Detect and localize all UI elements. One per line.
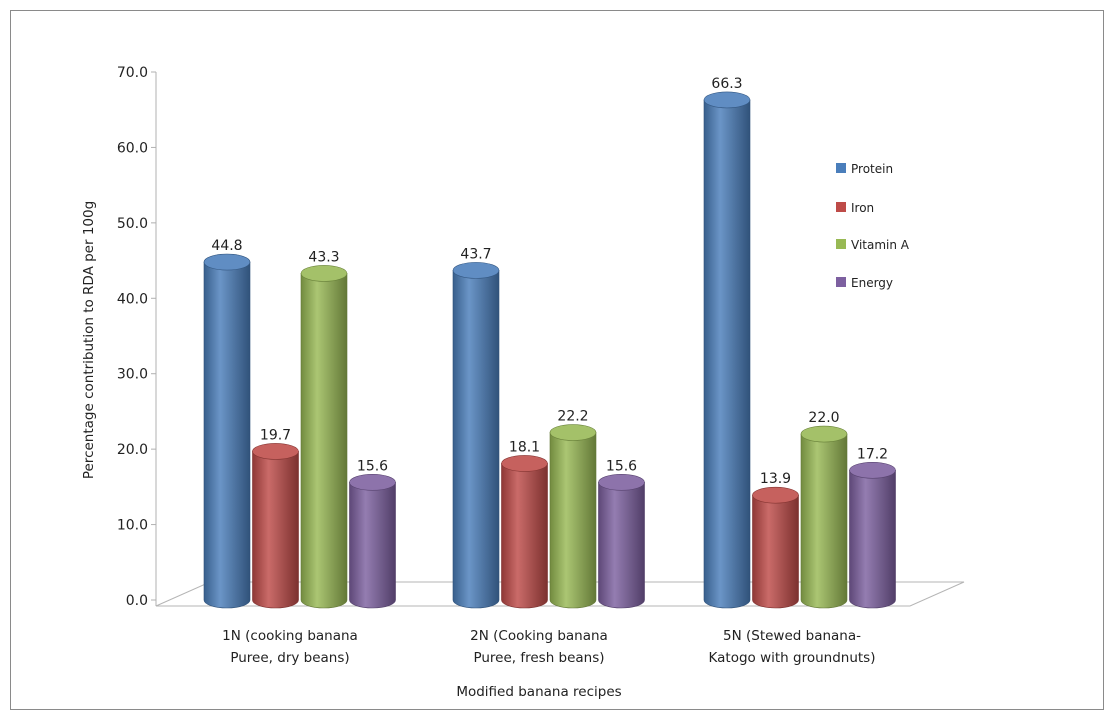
bar-top bbox=[300, 265, 348, 282]
y-axis-title: Percentage contribution to RDA per 100g bbox=[81, 201, 97, 479]
data-label: 13.9 bbox=[760, 471, 791, 487]
data-label: 44.8 bbox=[211, 238, 242, 254]
legend-swatch bbox=[836, 202, 846, 212]
y-tick-label: 60.0 bbox=[117, 140, 148, 156]
data-label: 22.0 bbox=[808, 410, 839, 426]
x-category-label: 1N (cooking banana Puree, dry beans) bbox=[222, 628, 358, 666]
y-tick-label: 50.0 bbox=[117, 216, 148, 232]
y-axis: 0.0 10.0 20.0 30.0 40.0 50.0 60.0 70.0 bbox=[117, 65, 157, 609]
data-label: 15.6 bbox=[357, 458, 388, 474]
bar-protein bbox=[703, 91, 751, 609]
legend-item: Iron bbox=[836, 201, 874, 215]
data-labels: 44.8 43.7 66.3 19.7 18.1 13.9 43.3 22.2 22.0 15.6… bbox=[211, 76, 888, 487]
legend-label: Iron bbox=[851, 201, 874, 215]
y-tick-label: 20.0 bbox=[117, 442, 148, 458]
y-tick-label: 30.0 bbox=[117, 367, 148, 383]
x-axis-title: Modified banana recipes bbox=[456, 684, 621, 700]
bar-body bbox=[300, 273, 348, 609]
bar-top bbox=[598, 474, 645, 491]
bar-vitamin-a bbox=[300, 265, 348, 609]
x-category-label: 5N (Stewed banana-Katogo with groundnuts… bbox=[709, 628, 876, 666]
legend-label: Energy bbox=[851, 276, 893, 290]
legend-item: Vitamin A bbox=[836, 238, 910, 252]
bar-iron bbox=[501, 455, 548, 609]
bar-energy bbox=[349, 474, 396, 609]
y-tick-label: 40.0 bbox=[117, 291, 148, 307]
data-label: 66.3 bbox=[711, 76, 742, 92]
legend-label: Protein bbox=[851, 162, 893, 176]
y-tick-label: 70.0 bbox=[117, 65, 148, 81]
bar-top bbox=[849, 461, 896, 479]
bar-protein bbox=[203, 253, 251, 609]
data-label: 18.1 bbox=[509, 439, 540, 455]
legend-swatch bbox=[836, 239, 846, 249]
bar-top bbox=[800, 425, 848, 443]
bar-body bbox=[703, 99, 751, 609]
bar-top bbox=[549, 424, 597, 441]
bar-body bbox=[452, 270, 500, 609]
legend-label: Vitamin A bbox=[851, 238, 910, 252]
bars bbox=[203, 91, 896, 609]
bar-energy bbox=[598, 474, 645, 609]
x-axis-categories: 1N (cooking banana Puree, dry beans) 2N (C… bbox=[222, 628, 875, 666]
bar-energy bbox=[849, 461, 896, 609]
bar-protein bbox=[452, 262, 500, 609]
x-category-label: 2N (Cooking banana Puree, fresh beans) bbox=[470, 628, 608, 666]
bar-vitamin-a bbox=[800, 425, 848, 609]
data-label: 19.7 bbox=[260, 427, 291, 443]
bar-body bbox=[800, 433, 848, 609]
legend-item: Energy bbox=[836, 276, 893, 290]
bar-body bbox=[349, 482, 396, 609]
data-label: 43.3 bbox=[308, 249, 339, 265]
bar-top bbox=[752, 486, 799, 504]
bar-top bbox=[452, 262, 500, 279]
bar-top bbox=[703, 91, 751, 109]
bar-top bbox=[203, 253, 251, 271]
data-label: 22.2 bbox=[557, 409, 588, 425]
bar-top bbox=[349, 474, 396, 491]
y-tick-label: 10.0 bbox=[117, 518, 148, 534]
bar-top bbox=[501, 455, 548, 472]
bar-body bbox=[598, 482, 645, 609]
bar-body bbox=[849, 469, 896, 609]
bar-body bbox=[203, 261, 251, 609]
bar-iron bbox=[752, 486, 799, 609]
legend-swatch bbox=[836, 277, 846, 287]
bar-body bbox=[549, 432, 597, 609]
bar-body bbox=[252, 451, 299, 609]
bar-body bbox=[501, 463, 548, 609]
y-tick-label: 0.0 bbox=[126, 593, 148, 609]
data-label: 15.6 bbox=[606, 458, 637, 474]
bar-top bbox=[252, 443, 299, 460]
legend: Protein Iron Vitamin A Energy bbox=[836, 162, 910, 290]
legend-swatch bbox=[836, 163, 846, 173]
data-label: 17.2 bbox=[857, 446, 888, 462]
bar-body bbox=[752, 494, 799, 609]
bar-vitamin-a bbox=[549, 424, 597, 609]
data-label: 43.7 bbox=[460, 246, 491, 262]
bar-iron bbox=[252, 443, 299, 609]
legend-item: Protein bbox=[836, 162, 893, 176]
